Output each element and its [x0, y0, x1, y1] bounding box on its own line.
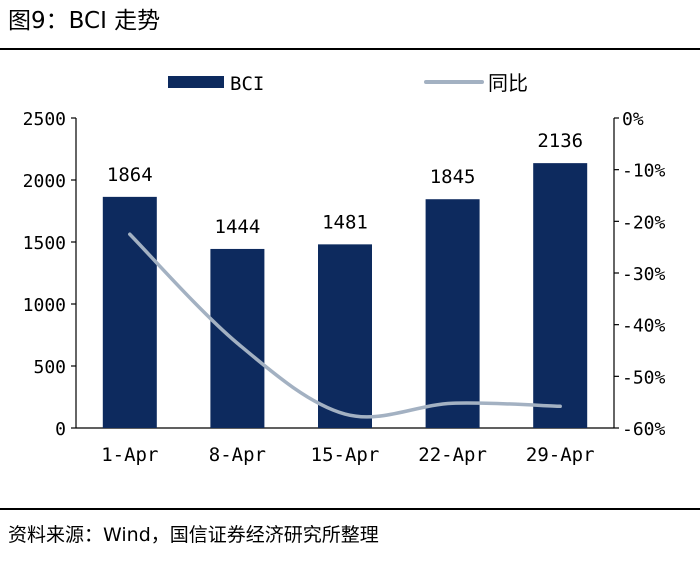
left-tick-label-2: 1000: [23, 295, 66, 316]
x-tick-label-1: 8-Apr: [209, 444, 266, 466]
bci-bar-1: [210, 248, 265, 428]
right-tick-label-0: 0%: [622, 109, 644, 130]
x-tick-label-3: 22-Apr: [418, 444, 487, 466]
bci-bars: [102, 163, 588, 429]
bci-data-labels: 1864 1444 1481 1845 2136: [107, 130, 583, 238]
bottom-rule: [0, 508, 700, 510]
source-note: 资料来源：Wind，国信证券经济研究所整理: [8, 524, 379, 546]
right-tick-label-2: -20%: [622, 212, 666, 233]
x-tick-label-4: 29-Apr: [526, 444, 595, 466]
bci-chart: BCI 同比 1864 1444 1481 1845 2136 0 500 1000 1500…: [23, 71, 666, 466]
legend-yoy-label: 同比: [488, 71, 528, 95]
bci-data-label-1: 1444: [215, 216, 261, 238]
chart-legend: BCI 同比: [168, 71, 528, 95]
left-tick-label-1: 500: [33, 357, 66, 378]
top-rule: [0, 48, 700, 50]
left-tick-label-5: 2500: [23, 109, 66, 130]
legend-bci-label: BCI: [230, 73, 264, 95]
right-tick-label-3: -30%: [622, 264, 666, 285]
right-tick-label-6: -60%: [622, 419, 666, 440]
bci-data-label-2: 1481: [322, 211, 368, 233]
right-tick-label-5: -50%: [622, 367, 666, 388]
x-tick-label-0: 1-Apr: [101, 444, 158, 466]
yoy-line: [128, 232, 562, 419]
left-tick-label-4: 2000: [23, 171, 66, 192]
bci-bar-0: [102, 196, 157, 428]
bci-bar-3: [425, 199, 480, 428]
yoy-line-series: [128, 232, 562, 419]
right-tick-label-1: -10%: [622, 161, 666, 182]
x-tick-label-2: 15-Apr: [311, 444, 380, 466]
bci-data-label-4: 2136: [537, 130, 583, 152]
axis-tick-labels: 0 500 1000 1500 2000 2500 0% -10% -20% -30% -40% -5…: [23, 109, 666, 466]
right-tick-label-4: -40%: [622, 316, 666, 337]
legend-bci-swatch: [168, 76, 224, 88]
bci-data-label-3: 1845: [430, 166, 476, 188]
figure-title: 图9：BCI 走势: [8, 8, 161, 34]
bci-data-label-0: 1864: [107, 164, 153, 186]
left-tick-label-3: 1500: [23, 233, 66, 254]
bci-bar-2: [318, 244, 372, 428]
bci-bar-4: [533, 163, 588, 429]
left-tick-label-0: 0: [55, 419, 66, 440]
